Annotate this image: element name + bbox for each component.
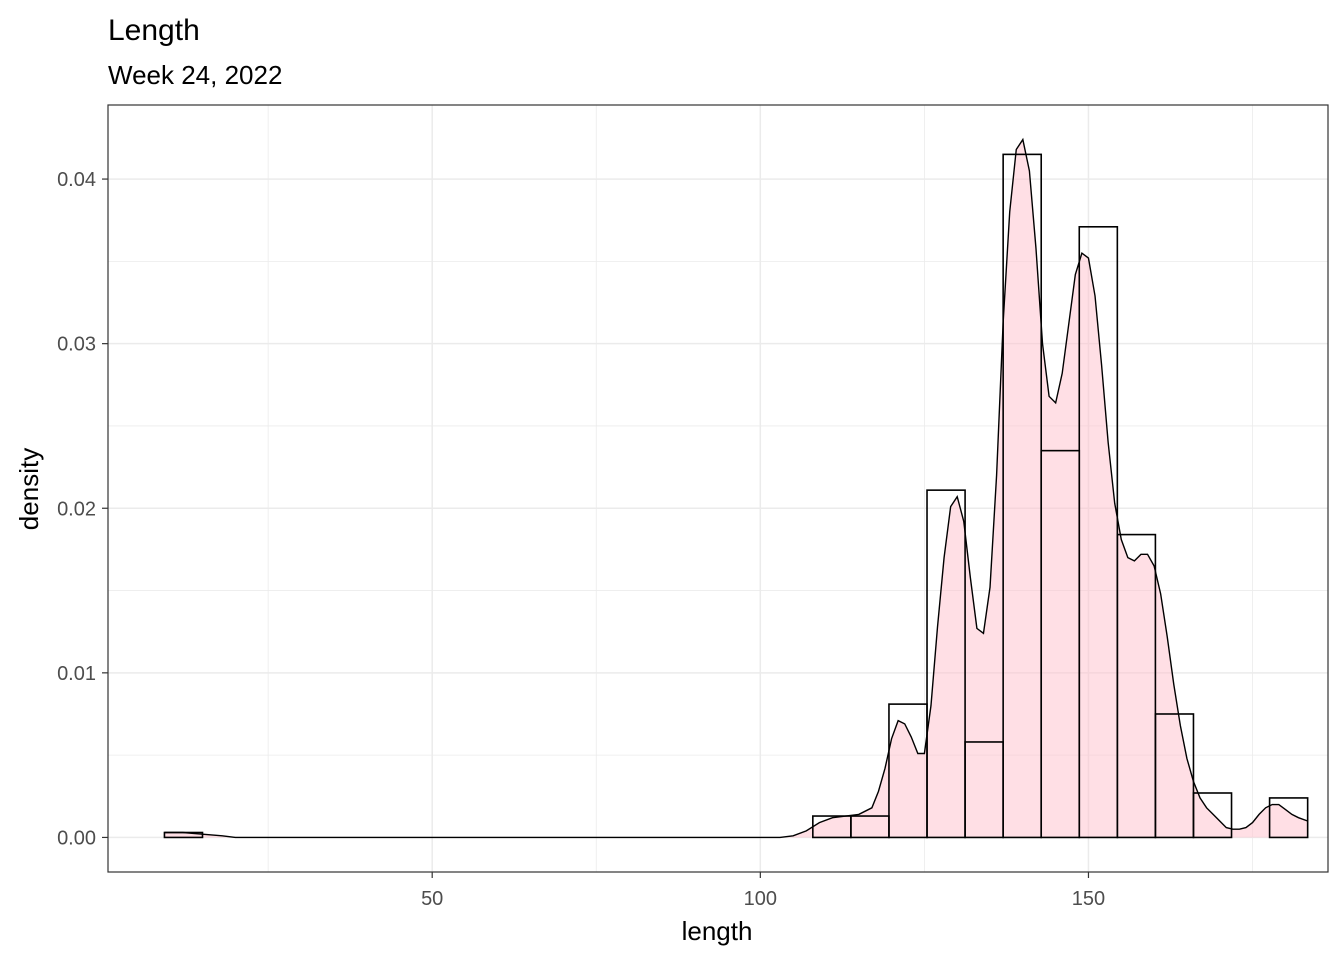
x-tick-label: 50 bbox=[421, 888, 443, 910]
histogram-bar bbox=[1268, 797, 1309, 839]
chart-title: Length bbox=[108, 14, 200, 47]
y-tick-label: 0.01 bbox=[57, 663, 96, 685]
density-line bbox=[164, 137, 1308, 839]
histogram-bar bbox=[926, 489, 966, 839]
y-tick-label: 0.04 bbox=[57, 169, 96, 191]
x-tick-label: 150 bbox=[1072, 888, 1105, 910]
panel-border bbox=[107, 104, 1329, 873]
x-axis-title: length bbox=[682, 916, 753, 946]
y-axis-title: density bbox=[14, 448, 44, 530]
x-axis-ticks: 50 100 150 bbox=[421, 872, 1105, 910]
histogram-bars bbox=[163, 153, 1309, 839]
histogram-bar bbox=[1192, 792, 1233, 839]
y-tick-label: 0.02 bbox=[57, 498, 96, 520]
y-tick-label: 0.00 bbox=[57, 827, 96, 849]
density-curve-line bbox=[164, 137, 1308, 839]
y-tick-label: 0.03 bbox=[57, 334, 96, 356]
histogram-bar bbox=[1078, 225, 1119, 839]
histogram-bar bbox=[1116, 533, 1157, 839]
x-tick-label: 100 bbox=[744, 888, 777, 910]
density-area bbox=[164, 139, 1308, 838]
y-axis-ticks: 0.00 0.01 0.02 0.03 0.04 bbox=[57, 169, 108, 849]
histogram-bar bbox=[1154, 713, 1195, 839]
chart-subtitle: Week 24, 2022 bbox=[108, 60, 282, 90]
density-fill-area bbox=[164, 139, 1308, 838]
